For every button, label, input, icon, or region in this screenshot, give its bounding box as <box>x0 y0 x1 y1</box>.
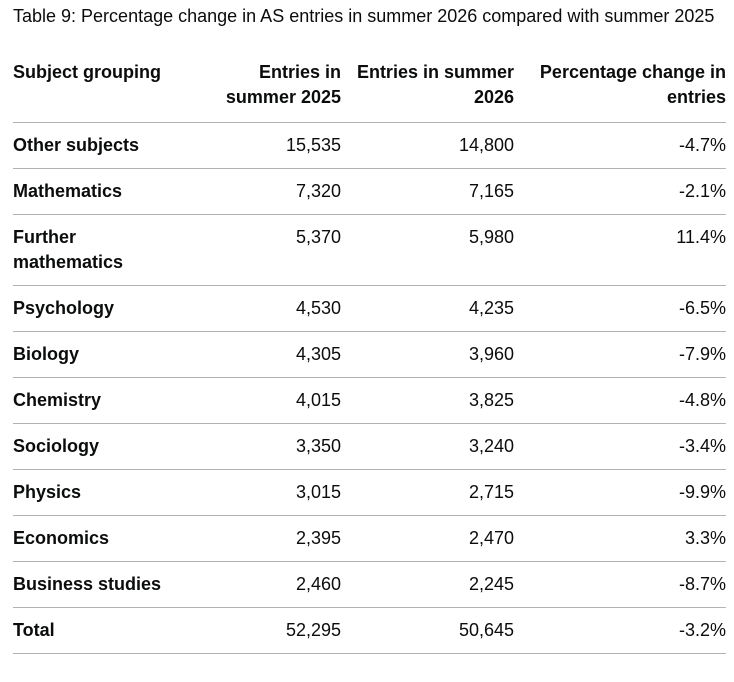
entries-2026-cell: 14,800 <box>341 122 514 169</box>
percentage-change-cell: -9.9% <box>514 469 726 516</box>
subject-cell: Total <box>13 607 188 654</box>
percentage-change-cell: -2.1% <box>514 168 726 215</box>
header-percentage-change: Percentage change in entries <box>514 60 726 123</box>
table-row: Business studies 2,460 2,245 -8.7% <box>13 561 726 608</box>
table-row: Sociology 3,350 3,240 -3.4% <box>13 423 726 470</box>
percentage-change-cell: -7.9% <box>514 331 726 378</box>
table-row: Psychology 4,530 4,235 -6.5% <box>13 285 726 332</box>
entries-2026-cell: 3,240 <box>341 423 514 470</box>
percentage-change-cell: 11.4% <box>514 214 726 286</box>
subject-cell: Further mathematics <box>13 214 188 286</box>
subject-cell: Psychology <box>13 285 188 332</box>
table-body: Other subjects 15,535 14,800 -4.7% Mathemati… <box>13 122 726 654</box>
entries-2025-cell: 3,015 <box>188 469 341 516</box>
table-caption: Table 9: Percentage change in AS entries… <box>13 6 715 26</box>
entries-2026-cell: 2,245 <box>341 561 514 608</box>
table-row: Mathematics 7,320 7,165 -2.1% <box>13 168 726 215</box>
percentage-change-cell: -8.7% <box>514 561 726 608</box>
entries-2025-cell: 4,530 <box>188 285 341 332</box>
subject-cell: Economics <box>13 515 188 562</box>
entries-2026-cell: 2,470 <box>341 515 514 562</box>
header-subject-grouping: Subject grouping <box>13 60 188 123</box>
header-row: Subject grouping Entries in summer 2025 … <box>13 60 726 123</box>
subject-cell: Physics <box>13 469 188 516</box>
subject-cell: Sociology <box>13 423 188 470</box>
table-row: Biology 4,305 3,960 -7.9% <box>13 331 726 378</box>
entries-2026-cell: 3,825 <box>341 377 514 424</box>
table-container: Table 9: Percentage change in AS entries… <box>13 6 726 654</box>
subject-cell: Other subjects <box>13 122 188 169</box>
entries-2026-cell: 4,235 <box>341 285 514 332</box>
subject-cell: Mathematics <box>13 168 188 215</box>
table-row: Economics 2,395 2,470 3.3% <box>13 515 726 562</box>
entries-table: Subject grouping Entries in summer 2025 … <box>13 60 726 654</box>
header-entries-2026: Entries in summer 2026 <box>341 60 514 123</box>
entries-2025-cell: 2,395 <box>188 515 341 562</box>
entries-2025-cell: 4,305 <box>188 331 341 378</box>
percentage-change-cell: -4.7% <box>514 122 726 169</box>
entries-2026-cell: 7,165 <box>341 168 514 215</box>
table-row: Other subjects 15,535 14,800 -4.7% <box>13 122 726 169</box>
subject-cell: Chemistry <box>13 377 188 424</box>
entries-2025-cell: 7,320 <box>188 168 341 215</box>
percentage-change-cell: -6.5% <box>514 285 726 332</box>
entries-2025-cell: 2,460 <box>188 561 341 608</box>
entries-2025-cell: 52,295 <box>188 607 341 654</box>
entries-2026-cell: 2,715 <box>341 469 514 516</box>
table-row: Total 52,295 50,645 -3.2% <box>13 607 726 654</box>
table-row: Chemistry 4,015 3,825 -4.8% <box>13 377 726 424</box>
subject-cell: Biology <box>13 331 188 378</box>
table-row: Further mathematics 5,370 5,980 11.4% <box>13 214 726 286</box>
percentage-change-cell: -4.8% <box>514 377 726 424</box>
entries-2025-cell: 4,015 <box>188 377 341 424</box>
header-entries-2025: Entries in summer 2025 <box>188 60 341 123</box>
table-header: Subject grouping Entries in summer 2025 … <box>13 60 726 123</box>
percentage-change-cell: -3.4% <box>514 423 726 470</box>
entries-2025-cell: 5,370 <box>188 214 341 286</box>
percentage-change-cell: -3.2% <box>514 607 726 654</box>
entries-2025-cell: 3,350 <box>188 423 341 470</box>
entries-2026-cell: 50,645 <box>341 607 514 654</box>
entries-2025-cell: 15,535 <box>188 122 341 169</box>
table-row: Physics 3,015 2,715 -9.9% <box>13 469 726 516</box>
entries-2026-cell: 5,980 <box>341 214 514 286</box>
entries-2026-cell: 3,960 <box>341 331 514 378</box>
percentage-change-cell: 3.3% <box>514 515 726 562</box>
subject-cell: Business studies <box>13 561 188 608</box>
